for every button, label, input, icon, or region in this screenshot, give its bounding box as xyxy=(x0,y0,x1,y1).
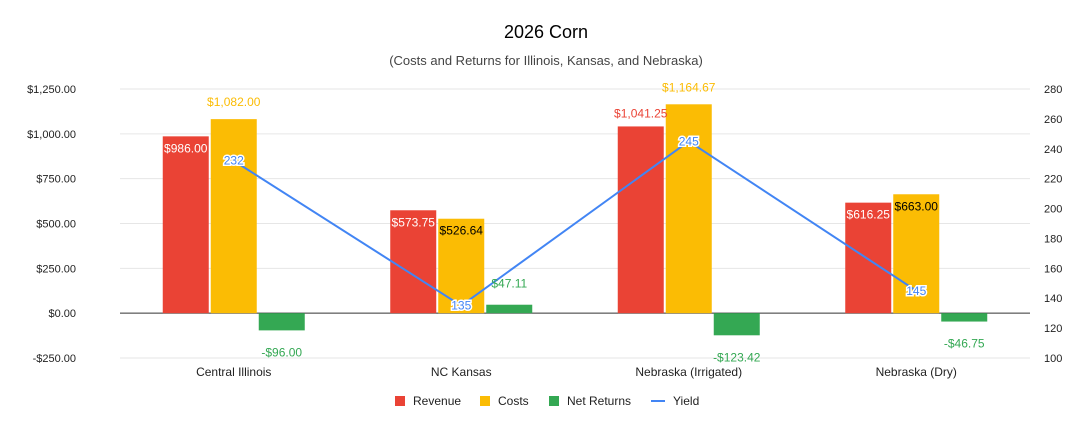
y-left-tick-label: $0.00 xyxy=(48,308,76,320)
legend-label-net-returns: Net Returns xyxy=(567,394,631,408)
bar-costs xyxy=(665,104,712,314)
y-right-tick-label: 140 xyxy=(1044,293,1062,305)
bar-costs xyxy=(438,218,485,314)
x-category-label: NC Kansas xyxy=(431,365,492,379)
chart-subtitle: (Costs and Returns for Illinois, Kansas,… xyxy=(389,53,703,68)
legend-swatch-revenue xyxy=(395,396,405,406)
data-label-yield-halo: 145 xyxy=(906,284,926,298)
data-label-yield-halo: 232 xyxy=(224,154,244,168)
data-label-yield: 135 xyxy=(451,299,471,313)
y-right-tick-label: 280 xyxy=(1044,84,1062,96)
y-right-tick-label: 240 xyxy=(1044,144,1062,156)
y-right-tick-label: 100 xyxy=(1044,353,1062,365)
data-label-yield: 232 xyxy=(224,154,244,168)
legend-swatch-costs xyxy=(480,396,490,406)
data-label-revenue: $1,041.25 xyxy=(614,106,668,120)
y-right-tick-label: 120 xyxy=(1044,323,1062,335)
data-label-costs: $663.00 xyxy=(895,199,939,213)
line-yield xyxy=(233,140,917,307)
legend-swatch-net-returns xyxy=(549,396,559,406)
y-right-tick-label: 200 xyxy=(1044,204,1062,216)
data-label-revenue: $616.25 xyxy=(847,208,891,222)
x-category-label: Nebraska (Dry) xyxy=(876,365,957,379)
y-right-tick-label: 260 xyxy=(1044,114,1062,126)
bar-revenue xyxy=(845,202,892,314)
y-left-tick-label: -$250.00 xyxy=(33,353,76,365)
bar-net-returns xyxy=(941,313,988,322)
data-label-yield: 145 xyxy=(906,284,926,298)
data-label-costs: $1,082.00 xyxy=(207,95,261,109)
y-left-tick-label: $750.00 xyxy=(36,174,76,186)
data-label-costs: $1,164.67 xyxy=(662,80,716,94)
bar-revenue xyxy=(617,126,664,314)
y-left-tick-label: $500.00 xyxy=(36,219,76,231)
y-left-tick-label: $1,000.00 xyxy=(27,129,76,141)
y-left-tick-label: $1,250.00 xyxy=(27,84,76,96)
data-label-revenue: $573.75 xyxy=(392,215,436,229)
data-label-net-returns: -$123.42 xyxy=(713,350,761,364)
bar-revenue xyxy=(390,210,437,314)
bar-net-returns xyxy=(486,304,533,314)
bar-net-returns xyxy=(713,313,760,336)
legend-label-costs: Costs xyxy=(498,394,529,408)
y-left-tick-label: $250.00 xyxy=(36,263,76,275)
data-label-net-returns: -$96.00 xyxy=(261,345,302,359)
bar-costs xyxy=(893,194,940,314)
data-label-costs: $526.64 xyxy=(440,224,484,238)
chart-title: 2026 Corn xyxy=(503,22,589,42)
x-category-label: Nebraska (Irrigated) xyxy=(635,365,742,379)
data-label-yield-halo: 135 xyxy=(451,299,471,313)
data-label-yield: 245 xyxy=(679,134,699,148)
bar-costs xyxy=(210,119,257,314)
x-category-label: Central Illinois xyxy=(196,365,271,379)
bar-revenue xyxy=(162,136,209,314)
legend-label-yield: Yield xyxy=(673,394,699,408)
data-label-yield-halo: 245 xyxy=(679,134,699,148)
y-right-tick-label: 180 xyxy=(1044,233,1062,245)
data-label-net-returns: -$46.75 xyxy=(944,337,985,351)
data-label-net-returns: $47.11 xyxy=(491,277,527,291)
data-label-revenue: $986.00 xyxy=(164,141,208,155)
y-right-tick-label: 160 xyxy=(1044,263,1062,275)
y-right-tick-label: 220 xyxy=(1044,174,1062,186)
legend-label-revenue: Revenue xyxy=(413,394,461,408)
bar-net-returns xyxy=(258,313,305,331)
